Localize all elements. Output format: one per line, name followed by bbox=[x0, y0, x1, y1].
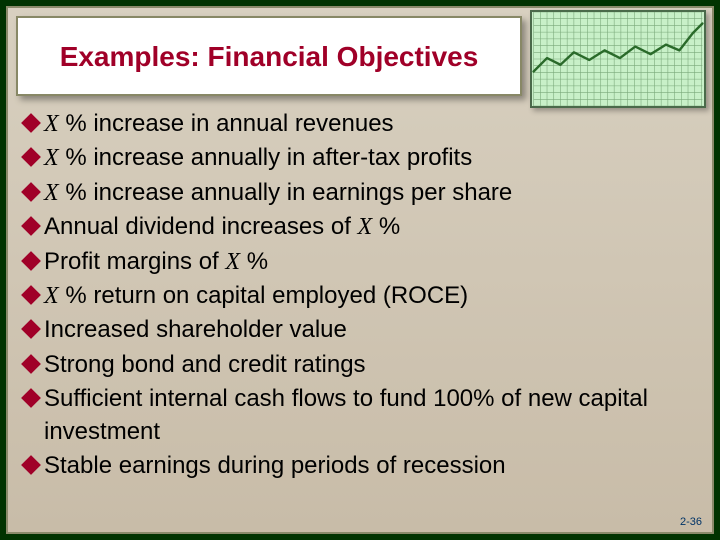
diamond-bullet-icon bbox=[21, 251, 41, 271]
diamond-bullet-icon bbox=[21, 319, 41, 339]
slide-number: 2-36 bbox=[680, 516, 702, 528]
bullet-item: Sufficient internal cash flows to fund 1… bbox=[24, 383, 696, 448]
bullet-text: X % increase in annual revenues bbox=[44, 108, 394, 140]
diamond-bullet-icon bbox=[21, 388, 41, 408]
bullet-item: Stable earnings during periods of recess… bbox=[24, 450, 696, 482]
bullet-text: X % return on capital employed (ROCE) bbox=[44, 280, 468, 312]
diamond-bullet-icon bbox=[21, 455, 41, 475]
slide-frame: Examples: Financial Objectives X % incre… bbox=[6, 6, 714, 534]
diamond-bullet-icon bbox=[21, 147, 41, 167]
bullet-item: Increased shareholder value bbox=[24, 314, 696, 346]
bullet-text: X % increase annually in after-tax profi… bbox=[44, 142, 472, 174]
title-bar: Examples: Financial Objectives bbox=[16, 16, 522, 96]
bullet-item: X % increase in annual revenues bbox=[24, 108, 696, 140]
bullet-item: X % increase annually in earnings per sh… bbox=[24, 177, 696, 209]
bullet-item: Strong bond and credit ratings bbox=[24, 349, 696, 381]
mini-line-chart bbox=[530, 10, 706, 108]
bullet-item: Annual dividend increases of X % bbox=[24, 211, 696, 243]
bullet-text: Sufficient internal cash flows to fund 1… bbox=[44, 383, 696, 448]
bullet-list: X % increase in annual revenuesX % incre… bbox=[24, 108, 696, 484]
bullet-item: X % increase annually in after-tax profi… bbox=[24, 142, 696, 174]
bullet-item: X % return on capital employed (ROCE) bbox=[24, 280, 696, 312]
diamond-bullet-icon bbox=[21, 113, 41, 133]
slide-title: Examples: Financial Objectives bbox=[60, 39, 479, 74]
bullet-item: Profit margins of X % bbox=[24, 246, 696, 278]
bullet-text: X % increase annually in earnings per sh… bbox=[44, 177, 512, 209]
chart-svg bbox=[532, 12, 704, 106]
diamond-bullet-icon bbox=[21, 182, 41, 202]
diamond-bullet-icon bbox=[21, 216, 41, 236]
bullet-text: Strong bond and credit ratings bbox=[44, 349, 366, 381]
bullet-text: Profit margins of X % bbox=[44, 246, 268, 278]
diamond-bullet-icon bbox=[21, 354, 41, 374]
bullet-text: Stable earnings during periods of recess… bbox=[44, 450, 506, 482]
diamond-bullet-icon bbox=[21, 285, 41, 305]
bullet-text: Annual dividend increases of X % bbox=[44, 211, 400, 243]
bullet-text: Increased shareholder value bbox=[44, 314, 347, 346]
